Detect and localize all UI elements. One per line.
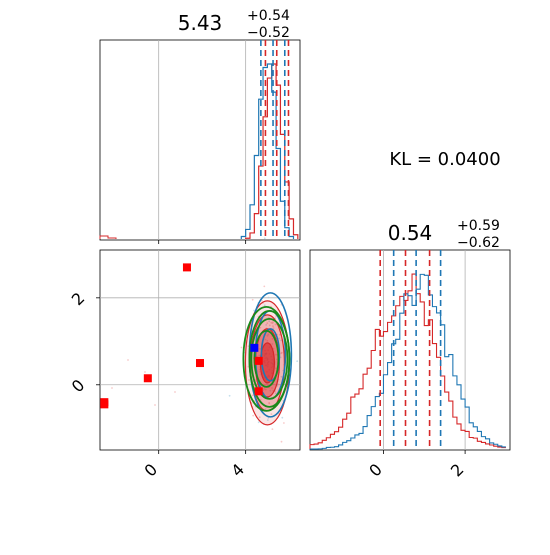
sample-point [266, 383, 269, 386]
sample-point [275, 367, 277, 370]
blue-histogram-series [309, 273, 506, 450]
sample-point [271, 343, 274, 345]
sample-point [266, 322, 269, 324]
sample-point [280, 339, 283, 342]
sample-point [258, 416, 261, 419]
sample-point [271, 387, 273, 389]
sample-point [283, 422, 285, 424]
sample-point [270, 413, 273, 415]
sample-point [252, 414, 255, 417]
red-marker [182, 263, 191, 272]
sample-point [258, 354, 261, 357]
blue-density-contour [260, 328, 281, 382]
sample-point [280, 351, 283, 354]
x-tick-label: 2 [447, 460, 468, 481]
sample-point [275, 353, 277, 356]
sample-point [251, 394, 254, 397]
sample-point [281, 416, 284, 419]
sample-point [271, 338, 274, 340]
sample-point [240, 346, 243, 349]
sample-point [266, 334, 269, 337]
sample-point [276, 358, 278, 361]
green-density-contour [250, 317, 289, 400]
sample-point [268, 320, 271, 323]
sample-point [274, 323, 277, 326]
param2-title: 0.54 [388, 221, 433, 245]
sample-point [268, 402, 270, 404]
red-marker [143, 374, 152, 383]
sample-point [174, 391, 176, 393]
sample-point [270, 321, 273, 324]
sample-point [272, 325, 274, 328]
green-density-contour [248, 309, 291, 408]
red-marker [254, 356, 263, 365]
sample-point [271, 428, 274, 430]
sample-point [258, 368, 261, 371]
sample-point [280, 440, 283, 443]
x-tick-label: 4 [227, 460, 248, 481]
sample-point [278, 337, 280, 340]
red-marker [254, 387, 263, 396]
x-tick-label: 0 [140, 460, 161, 481]
marginal-panel-param1 [99, 39, 301, 244]
param2-median: 0.54 [388, 221, 433, 245]
sample-point [279, 333, 281, 336]
sample-point [257, 421, 260, 424]
sample-point [259, 326, 262, 329]
sample-point [144, 371, 146, 373]
sample-point [265, 324, 268, 326]
green-density-contour [253, 329, 280, 388]
joint-panel: 0 4 0 2 [68, 237, 301, 481]
sample-point [111, 387, 113, 389]
panel-frame [99, 249, 301, 451]
x-tick-label: 0 [365, 460, 386, 481]
sample-point [251, 298, 254, 301]
sample-point [264, 338, 267, 341]
sample-point [267, 296, 270, 299]
red-histogram-tail [99, 235, 117, 239]
panel-frame [99, 39, 301, 241]
sample-point [272, 321, 274, 323]
sample-point [248, 379, 250, 381]
sample-point [228, 394, 231, 397]
sample-point [263, 304, 266, 307]
y-tick-label: 2 [68, 289, 89, 310]
param1-median: 5.43 [178, 11, 223, 35]
param1-title: 5.43 [178, 11, 223, 35]
sample-point [268, 324, 271, 327]
red-marker [196, 359, 204, 368]
param2-upper-error: +0.59 [457, 218, 500, 234]
blue-marker [250, 343, 259, 352]
sample-point [272, 327, 275, 329]
sample-point [296, 360, 299, 363]
sample-point [254, 379, 257, 381]
sample-point [280, 375, 283, 378]
sample-point [266, 339, 269, 342]
sample-point [256, 355, 258, 358]
red-marker [100, 400, 109, 409]
red-histogram-series [309, 273, 506, 449]
sample-point [264, 388, 267, 391]
sample-point [261, 299, 263, 302]
sample-point [127, 359, 129, 361]
param1-lower-error: −0.52 [247, 25, 290, 41]
sample-point [263, 237, 266, 240]
param1-upper-error: +0.54 [247, 8, 290, 24]
sample-point [269, 389, 272, 392]
sample-point [274, 392, 277, 395]
panel-frame [309, 249, 511, 451]
sample-point [263, 285, 266, 288]
param2-lower-error: −0.62 [457, 235, 500, 251]
sample-point [266, 419, 269, 421]
sample-point [154, 404, 156, 406]
sample-point [253, 309, 255, 312]
sample-point [264, 408, 267, 410]
kl-annotation: KL = 0.0400 [389, 149, 500, 170]
y-tick-label: 0 [68, 376, 89, 397]
sample-point [259, 348, 261, 350]
